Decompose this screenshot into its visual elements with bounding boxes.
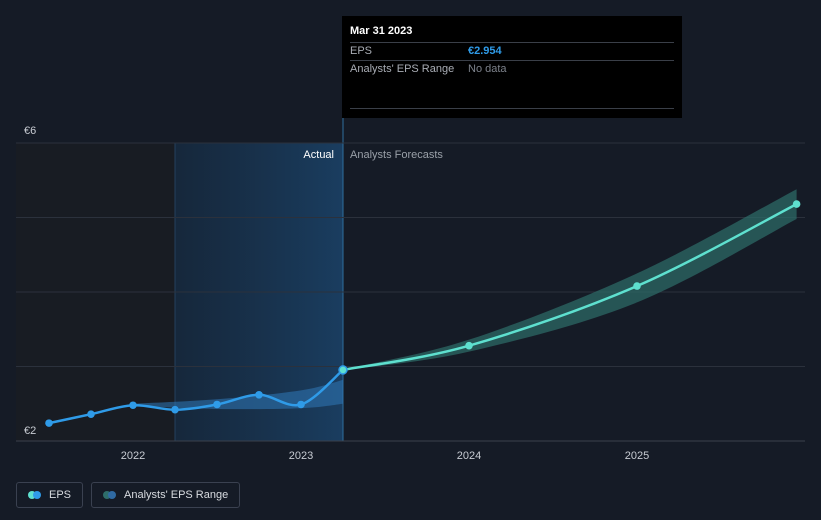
forecast-section-label: Analysts Forecasts [350, 149, 443, 161]
actual-section-label: Actual [303, 149, 334, 161]
tooltip-divider [350, 108, 674, 109]
x-tick-label-2024: 2024 [457, 450, 481, 462]
eps-range-band-historical [133, 379, 343, 410]
eps-points[interactable] [45, 200, 801, 427]
legend-range-label: Analysts' EPS Range [124, 489, 229, 501]
tooltip-row-range: Analysts' EPS Range No data [350, 60, 674, 78]
tooltip-eps-value: €2.954 [468, 45, 502, 57]
tooltip-eps-label: EPS [350, 45, 373, 57]
eps-point-forecast-1[interactable] [465, 341, 473, 350]
eps-point-forecast-2[interactable] [633, 282, 641, 290]
eps-range-bands [133, 189, 797, 410]
y-tick-label-top: €6 [24, 125, 36, 137]
axis-labels: €6 €2 2022 2023 2024 2025 Actual Analyst… [24, 125, 649, 462]
legend-item-eps[interactable]: EPS [16, 482, 84, 508]
legend-range-swatch-icon [103, 491, 117, 499]
eps-range-band-forecast [343, 189, 797, 371]
hover-tooltip: Mar 31 2023 EPS €2.954 Analysts' EPS Ran… [342, 16, 682, 118]
eps-point-actual-3[interactable] [171, 405, 179, 414]
legend-item-eps-range[interactable]: Analysts' EPS Range [91, 482, 241, 508]
eps-point-actual-0[interactable] [45, 419, 53, 427]
tooltip-range-value: No data [468, 63, 507, 75]
eps-line-forecast [341, 202, 798, 372]
x-tick-label-2025: 2025 [625, 450, 649, 462]
eps-point-actual-6[interactable] [297, 400, 305, 409]
legend-eps-swatch-icon [28, 491, 41, 499]
tooltip-row-eps: EPS €2.954 [350, 42, 674, 60]
eps-point-actual-7[interactable] [338, 365, 348, 375]
eps-point-actual-1[interactable] [87, 410, 95, 418]
eps-point-actual-2[interactable] [129, 401, 137, 410]
gridlines [16, 142, 805, 442]
legend-eps-label: EPS [49, 489, 72, 501]
eps-point-actual-5[interactable] [255, 391, 263, 399]
eps-point-forecast-3[interactable] [792, 200, 801, 208]
tooltip-date: Mar 31 2023 [350, 25, 413, 37]
x-tick-label-2022: 2022 [121, 450, 145, 462]
eps-point-actual-4[interactable] [213, 400, 221, 409]
y-tick-label-bottom: €2 [24, 425, 36, 437]
chart-legend: EPS Analysts' EPS Range [16, 482, 241, 508]
x-tick-label-2023: 2023 [289, 450, 313, 462]
tooltip-range-label: Analysts' EPS Range [350, 63, 455, 75]
